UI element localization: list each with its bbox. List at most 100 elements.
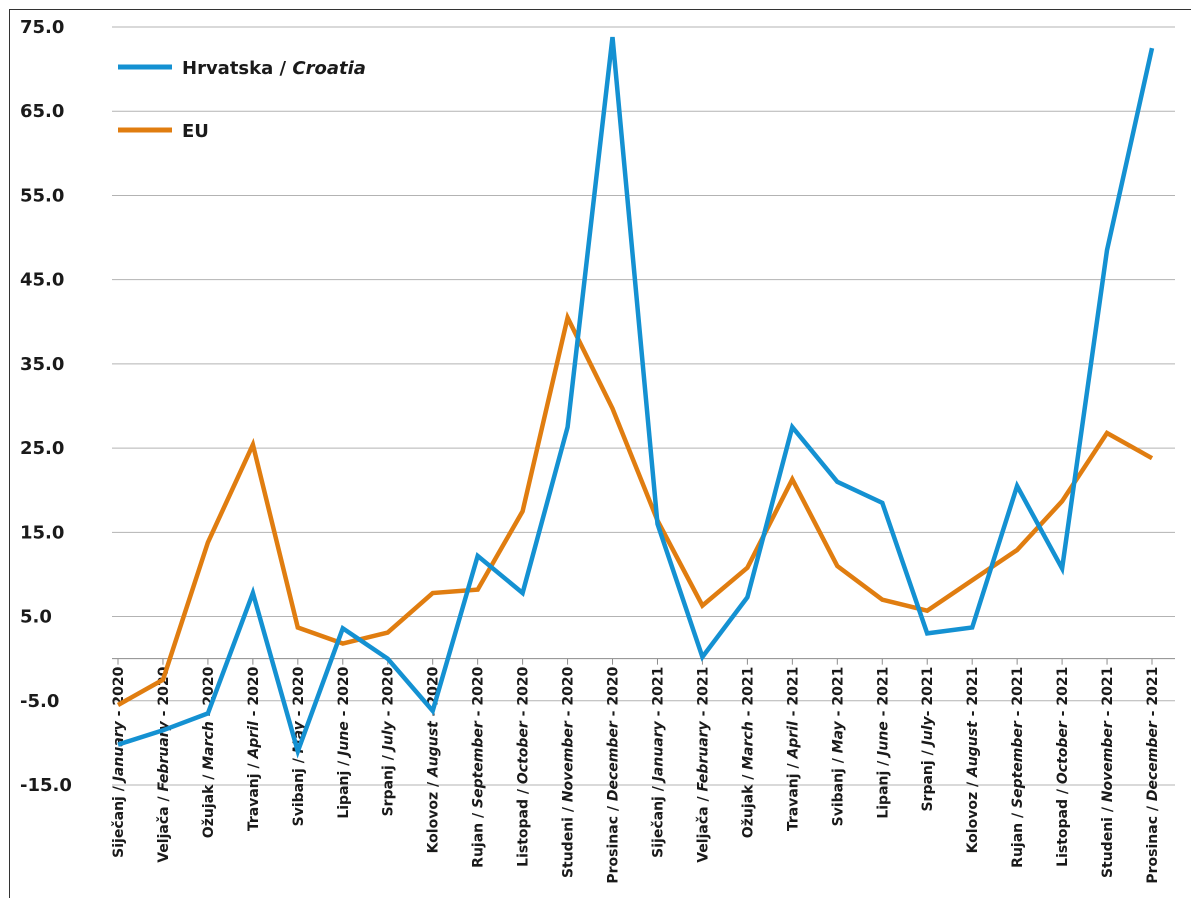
x-tick-label-part: Srpanj / [920, 745, 936, 811]
legend-label-part: Croatia [292, 58, 366, 79]
x-tick-label: Svibanj / May - 2020 [291, 666, 307, 826]
x-tick-label-part: February [695, 720, 711, 791]
chart-frame [9, 9, 1191, 898]
y-tick-label: 35.0 [20, 354, 64, 375]
x-axis-ticks: Siječanj / January - 2020 Veljača / Febru… [111, 658, 1161, 884]
x-tick-label-part: - 2021 [920, 667, 936, 717]
x-tick-label-part: - 2020 [471, 666, 487, 721]
x-tick-label-part: Kolovoz / [965, 777, 981, 853]
x-tick-label-part: - 2020 [111, 666, 127, 721]
y-tick-label: 25.0 [20, 438, 64, 459]
x-tick-label-part: Svibanj / [291, 753, 307, 826]
x-tick-label: Travanj / April - 2020 [246, 666, 262, 831]
x-tick-label-part: - 2021 [695, 667, 711, 722]
x-tick-label: Rujan / September - 2020 [471, 666, 487, 867]
legend-label-part: Hrvatska / [182, 58, 292, 79]
x-tick-label-part: Kolovoz / [426, 777, 442, 853]
x-tick-label-part: July [920, 715, 936, 748]
x-tick-label-part: June [875, 721, 891, 759]
x-tick-label: Svibanj / May - 2021 [830, 667, 846, 827]
x-tick-label-part: - 2021 [1055, 667, 1071, 722]
x-tick-label-part: December [606, 720, 622, 801]
x-tick-label-part: - 2020 [606, 666, 622, 721]
x-tick-label: Listopad / October - 2021 [1055, 667, 1071, 867]
x-tick-label-part: Prosinac / [606, 801, 622, 884]
x-tick-label: Siječanj / January - 2021 [650, 667, 666, 858]
x-tick-label: Lipanj / June - 2021 [875, 667, 891, 819]
x-tick-label-part: Siječanj / [650, 781, 666, 858]
x-tick-label-part: - 2020 [381, 666, 397, 721]
x-tick-label-part: Studeni / [561, 802, 577, 878]
y-tick-label: -5.0 [20, 691, 59, 712]
x-tick-label-part: - 2020 [246, 666, 262, 721]
x-tick-label-part: January [111, 720, 127, 784]
x-tick-label-part: July [381, 720, 397, 753]
y-tick-label: 75.0 [20, 17, 64, 38]
x-tick-label-part: Veljača / [156, 792, 172, 863]
x-tick-label-part: February [156, 720, 172, 791]
series-line-eu [116, 310, 1154, 707]
y-tick-label: 55.0 [20, 185, 64, 206]
x-tick-label: Lipanj / June - 2020 [336, 666, 352, 818]
x-tick-label-part: December [1145, 720, 1161, 801]
x-tick-label-part: Lipanj / [336, 756, 352, 819]
x-tick-label-part: Listopad / [516, 784, 532, 867]
x-tick-label-part: October [1055, 720, 1071, 784]
x-tick-label-part: September [471, 720, 487, 808]
x-tick-label-part: Siječanj / [111, 781, 127, 858]
x-tick-label-part: - 2020 [201, 666, 217, 721]
x-tick-label: Veljača / February - 2021 [695, 667, 711, 863]
x-tick-label-part: - 2021 [1100, 667, 1116, 722]
y-tick-label: 65.0 [20, 101, 64, 122]
x-tick-label-part: - 2020 [516, 666, 532, 721]
x-tick-label-part: Prosinac / [1145, 801, 1161, 884]
legend-label-part: EU [182, 121, 209, 142]
x-tick-label-part: - 2021 [875, 667, 891, 722]
x-tick-label: Veljača / February - 2020 [156, 666, 172, 862]
x-tick-label: Ožujak / March - 2020 [201, 666, 217, 838]
y-axis-ticks: 75.0 65.0 55.0 45.0 35.0 25.0 15.0 5.0 -5.0 -15.0 [20, 17, 72, 796]
x-tick-label: Studeni / November - 2021 [1100, 667, 1116, 878]
x-tick-label-part: - 2021 [965, 667, 981, 722]
x-tick-label-part: September [1010, 720, 1026, 808]
series-line-croatia [117, 36, 1155, 759]
x-tick-label-part: Ožujak / [201, 770, 217, 838]
x-tick-label-part: - 2020 [336, 666, 352, 721]
x-tick-label: Srpanj / July- 2021 [920, 667, 936, 812]
x-tick-label-part: - 2021 [1010, 667, 1026, 722]
x-tick-label: Travanj / April - 2021 [785, 667, 801, 831]
y-tick-label: 15.0 [20, 522, 64, 543]
y-tick-label: 5.0 [20, 607, 52, 628]
x-tick-label-part: January [650, 720, 666, 784]
series-lines [116, 36, 1155, 759]
x-tick-label-part: - 2020 [561, 666, 577, 721]
x-tick-label-part: October [516, 720, 532, 784]
legend-label: Hrvatska / Croatia [182, 58, 366, 79]
x-tick-label-part: Travanj / [246, 759, 262, 832]
x-tick-label-part: - 2021 [650, 667, 666, 722]
x-tick-label: Studeni / November - 2020 [561, 666, 577, 878]
legend-label: EU [182, 121, 209, 142]
x-tick-label: Kolovoz / August - 2021 [965, 667, 981, 854]
x-tick-label: Siječanj / January - 2020 [111, 666, 127, 857]
x-tick-label: Rujan / September - 2021 [1010, 667, 1026, 868]
x-tick-label-part: May [830, 720, 846, 753]
legend: Hrvatska / Croatia EU [118, 58, 366, 142]
x-tick-label-part: - 2021 [830, 667, 846, 722]
x-tick-label-part: Svibanj / [830, 753, 846, 826]
x-tick-label: Srpanj / July - 2020 [381, 666, 397, 816]
x-tick-label-part: June [336, 721, 352, 759]
y-tick-label: -15.0 [20, 775, 72, 796]
x-tick-label-part: - 2021 [740, 667, 756, 722]
x-tick-label: Ožujak / March - 2021 [740, 667, 756, 839]
x-tick-label-part: August [965, 720, 981, 778]
x-tick-label-part: November [1100, 720, 1116, 802]
x-tick-label: Listopad / October - 2020 [516, 666, 532, 866]
x-tick-label: Prosinac / December - 2021 [1145, 667, 1161, 884]
y-tick-label: 45.0 [20, 270, 64, 291]
x-tick-label-part: Veljača / [695, 792, 711, 863]
x-tick-label-part: November [561, 720, 577, 802]
x-tick-label-part: Rujan / [471, 808, 487, 868]
x-tick-label-part: August [426, 720, 442, 778]
